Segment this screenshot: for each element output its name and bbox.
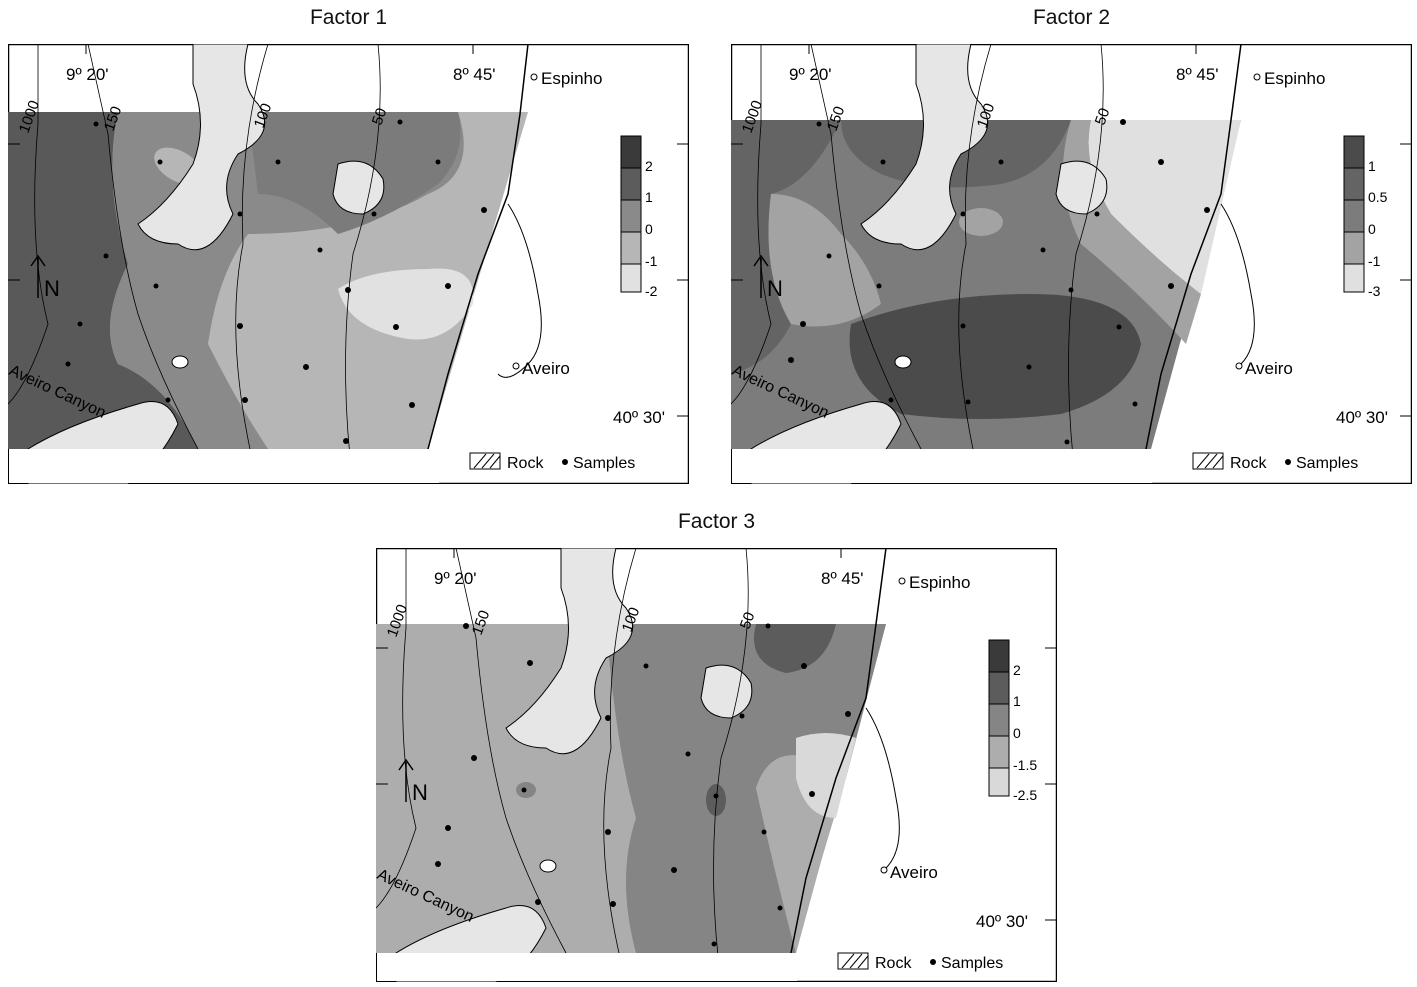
rock-legend-label: Rock [507, 455, 544, 472]
f3-level-m15: -1.5 [1013, 757, 1037, 773]
espinho-label: Espinho [909, 573, 970, 592]
sample-dot-icon [930, 959, 936, 965]
f1-level-1: 1 [645, 189, 653, 205]
f3-level-m25: -2.5 [1013, 787, 1037, 803]
north-label: N [412, 780, 428, 805]
f2-level-0: 0 [1368, 221, 1376, 237]
sample-dot-icon [562, 459, 568, 465]
factor-3-panel: Factor 3 9º 20' 8º 45' [374, 510, 1058, 983]
f2-level-05: 0.5 [1368, 189, 1388, 205]
lat-label: 40º 30' [976, 912, 1028, 931]
f3-color-scale: 2 1 0 -1.5 -2.5 [988, 639, 1037, 803]
f1-level-m2: -2 [645, 283, 658, 299]
factor-1-title: Factor 1 [309, 6, 388, 29]
lon-west-label: 9º 20' [434, 569, 477, 588]
factor-3-title: Factor 3 [677, 510, 756, 533]
f3-sample-points [435, 623, 851, 947]
f1-color-scale: 2 1 0 -1 -2 [620, 135, 658, 299]
samples-legend-label: Samples [573, 455, 635, 472]
lon-east-label: 8º 45' [821, 569, 864, 588]
aveiro-label: Aveiro [890, 863, 938, 882]
isobath-50-label: 50 [1092, 106, 1114, 127]
north-label: N [44, 276, 60, 301]
f3-level-1: 1 [1013, 693, 1021, 709]
f1-zone-lightest [338, 268, 474, 340]
rock-legend-label: Rock [875, 955, 912, 972]
lon-west-label: 9º 20' [789, 65, 832, 84]
f3-level-2: 2 [1013, 662, 1021, 678]
factor-2-panel: Factor 2 9º 20' 8º 45' [729, 6, 1413, 485]
f1-zone-darkest [8, 112, 198, 449]
factor-3-map: 9º 20' 8º 45' Espinho Aveiro Aveiro Cany… [374, 547, 1058, 983]
factor-2-map: 9º 20' 8º 45' Espinho Aveiro Aveiro Cany… [729, 43, 1413, 485]
aveiro-label: Aveiro [1245, 359, 1293, 378]
f1-level-2: 2 [645, 158, 653, 174]
f1-legend: Rock Samples [469, 452, 635, 472]
f2-level-m1: -1 [1368, 253, 1381, 269]
lat-label: 40º 30' [1336, 408, 1388, 427]
f1-sample-points [65, 119, 487, 444]
north-label: N [767, 276, 783, 301]
lon-west-label: 9º 20' [66, 65, 109, 84]
rock-legend-label: Rock [1230, 455, 1267, 472]
sample-dot-icon [1285, 459, 1291, 465]
north-arrow-icon [753, 254, 769, 298]
lon-east-label: 8º 45' [453, 65, 496, 84]
isobath-50-label: 50 [369, 106, 391, 127]
factor-2-title: Factor 2 [1032, 6, 1111, 29]
factor-1-map: 9º 20' 8º 45' Espinho Aveiro Aveiro Cany… [6, 43, 690, 485]
f2-color-scale: 1 0.5 0 -1 -3 [1343, 135, 1388, 299]
f1-level-m1: -1 [645, 253, 658, 269]
f2-level-m3: -3 [1368, 283, 1381, 299]
north-arrow-icon [30, 254, 46, 298]
f1-level-0: 0 [645, 221, 653, 237]
factor-1-panel: Factor 1 [6, 6, 690, 485]
f2-level-1: 1 [1368, 158, 1376, 174]
f3-legend: Rock Samples [837, 952, 1003, 972]
f2-legend: Rock Samples [1192, 452, 1358, 472]
lon-east-label: 8º 45' [1176, 65, 1219, 84]
aveiro-label: Aveiro [522, 359, 570, 378]
f3-level-0: 0 [1013, 725, 1021, 741]
samples-legend-label: Samples [1296, 455, 1358, 472]
north-arrow-icon [398, 758, 414, 802]
espinho-label: Espinho [1264, 69, 1325, 88]
espinho-label: Espinho [541, 69, 602, 88]
lat-label: 40º 30' [613, 408, 665, 427]
isobath-50-label: 50 [737, 610, 759, 631]
samples-legend-label: Samples [941, 955, 1003, 972]
f2-sample-points [788, 119, 1210, 445]
